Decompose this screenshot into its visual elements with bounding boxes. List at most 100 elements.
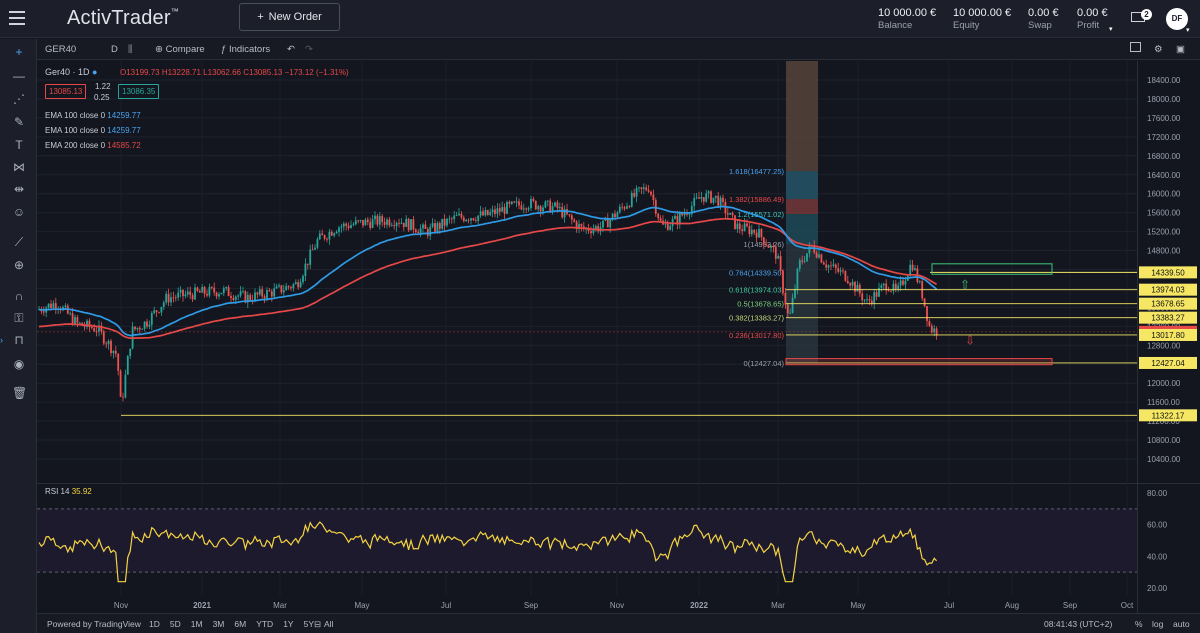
gear-icon[interactable]: ⚙ <box>1154 44 1163 55</box>
take-profit-zone[interactable] <box>931 263 1053 275</box>
candle-body <box>618 206 621 213</box>
brush-icon[interactable]: ✎ <box>13 115 25 129</box>
crosshair-icon[interactable]: + <box>15 45 23 59</box>
range-3m[interactable]: 3M <box>212 619 225 629</box>
candle-body <box>148 324 151 327</box>
price-level-tag[interactable] <box>1139 328 1197 341</box>
candle-body <box>414 229 417 232</box>
ema-legend-2: EMA 100 close 0 14259.77 <box>45 126 141 135</box>
auto-toggle[interactable]: auto <box>1173 619 1190 629</box>
candle-body <box>90 326 93 329</box>
range-1d[interactable]: 1D <box>149 619 160 629</box>
price-tick-label: 17600.00 <box>1147 114 1181 123</box>
price-level-tag[interactable] <box>1139 409 1197 422</box>
candle-body <box>765 244 768 246</box>
buy-price-box[interactable]: 13086.35 <box>118 84 160 99</box>
candle-body <box>350 225 352 229</box>
candle-body <box>467 219 470 221</box>
powered-by[interactable]: Powered by TradingView <box>47 619 141 629</box>
candle-body <box>100 325 103 332</box>
ruler-icon[interactable]: ⟋ <box>14 235 24 249</box>
candle-body <box>294 282 297 285</box>
bar-style-icon[interactable]: ⫼ <box>128 44 133 55</box>
interval-selector[interactable]: D <box>111 44 118 55</box>
expand-arrow-icon[interactable]: › <box>0 335 3 345</box>
candle-body <box>892 283 895 291</box>
candle-body <box>623 207 626 209</box>
pattern-icon[interactable]: ⋈ <box>13 160 25 174</box>
emoji-icon[interactable]: ☺ <box>12 205 26 219</box>
menu-icon[interactable] <box>9 11 25 25</box>
fib-level-label: 1.618(16477.25) <box>729 167 785 176</box>
chevron-down-icon[interactable]: ▾ <box>1186 27 1190 34</box>
profit-caret-icon[interactable]: ▾ <box>1109 26 1113 33</box>
range-6m[interactable]: 6M <box>234 619 247 629</box>
trash-icon[interactable]: 🗑 <box>12 386 28 400</box>
range-1y[interactable]: 1Y <box>283 619 294 629</box>
swap-stat: 0.00 € Swap <box>1028 7 1059 31</box>
redo-icon[interactable]: ↷ <box>305 44 313 55</box>
candle-body <box>290 287 292 289</box>
range-5d[interactable]: 5D <box>169 619 181 629</box>
undo-icon[interactable]: ↶ <box>287 44 295 55</box>
range-ytd[interactable]: YTD <box>256 619 274 629</box>
trend-line-icon[interactable]: — <box>13 69 25 83</box>
fullscreen-icon[interactable] <box>1130 42 1141 52</box>
compare-button[interactable]: ⊕ Compare <box>155 44 205 55</box>
zoom-icon[interactable]: ⊕ <box>13 258 25 272</box>
range-all[interactable]: All <box>324 619 334 629</box>
measure-icon[interactable]: ⇹ <box>13 182 25 196</box>
log-toggle[interactable]: log <box>1152 619 1164 629</box>
lock-icon[interactable]: ⊓ <box>14 333 24 347</box>
eye-icon[interactable]: ◉ <box>13 357 25 371</box>
sell-price-box[interactable]: 13085.13 <box>45 84 87 99</box>
price-level-tag[interactable] <box>1139 283 1197 296</box>
symbol-selector[interactable]: GER40 <box>45 44 77 55</box>
candle-body <box>614 213 616 218</box>
avatar[interactable]: DF <box>1166 8 1188 30</box>
price-tick-label: 10800.00 <box>1147 436 1181 445</box>
candle-body <box>590 231 592 234</box>
indicators-button[interactable]: ƒ Indicators <box>221 44 271 55</box>
candle-body <box>909 264 912 276</box>
candle-body <box>299 282 302 288</box>
price-level-tag[interactable] <box>1139 311 1197 324</box>
candle-body <box>354 220 357 225</box>
date-range-icon[interactable]: ⊟ <box>314 619 322 629</box>
range-1m[interactable]: 1M <box>190 619 203 629</box>
stop-loss-zone[interactable] <box>785 358 1053 366</box>
candle-body <box>402 222 405 227</box>
candle-body <box>645 187 648 191</box>
price-chart[interactable]: 18400.00 18000.00 17600.00 17200.00 16800.00… <box>37 61 1200 613</box>
fib-tool-icon[interactable]: ⋰ <box>13 92 25 106</box>
percent-toggle[interactable]: % <box>1135 619 1143 629</box>
price-level-tag[interactable] <box>1139 266 1197 279</box>
price-level-tag[interactable] <box>1139 356 1197 369</box>
text-tool-icon[interactable]: T <box>15 138 23 152</box>
candle-body <box>282 290 285 293</box>
compare-icon: ⊕ <box>155 44 166 55</box>
market-status-icon: ● <box>92 67 98 77</box>
time-tick-label: 2021 <box>193 601 211 610</box>
candle-body <box>340 226 343 228</box>
new-order-button[interactable]: + New Order <box>239 3 340 31</box>
candle-body <box>419 228 422 234</box>
profit-stat[interactable]: 0.00 € Profit <box>1077 7 1108 31</box>
camera-icon[interactable]: ▣ <box>1176 44 1185 55</box>
chart-canvas[interactable]: 18400.00 18000.00 17600.00 17200.00 16800.00… <box>37 61 1200 613</box>
lock-drawings-icon[interactable]: ⚿ <box>14 311 24 325</box>
magnet-icon[interactable]: ∩ <box>14 289 24 303</box>
candle-body <box>86 320 88 327</box>
candle-body <box>690 206 693 214</box>
range-5y[interactable]: 5Y <box>303 619 314 629</box>
candle-body <box>743 223 746 232</box>
price-level-tag[interactable] <box>1139 297 1197 310</box>
candle-body <box>304 263 307 276</box>
candle-body <box>460 213 463 218</box>
candle-body <box>417 231 420 234</box>
price-tick-label: 16000.00 <box>1147 190 1181 199</box>
candle-body <box>366 219 369 223</box>
candle-body <box>825 264 828 268</box>
candle-body <box>539 206 542 212</box>
candle-body <box>270 291 273 297</box>
